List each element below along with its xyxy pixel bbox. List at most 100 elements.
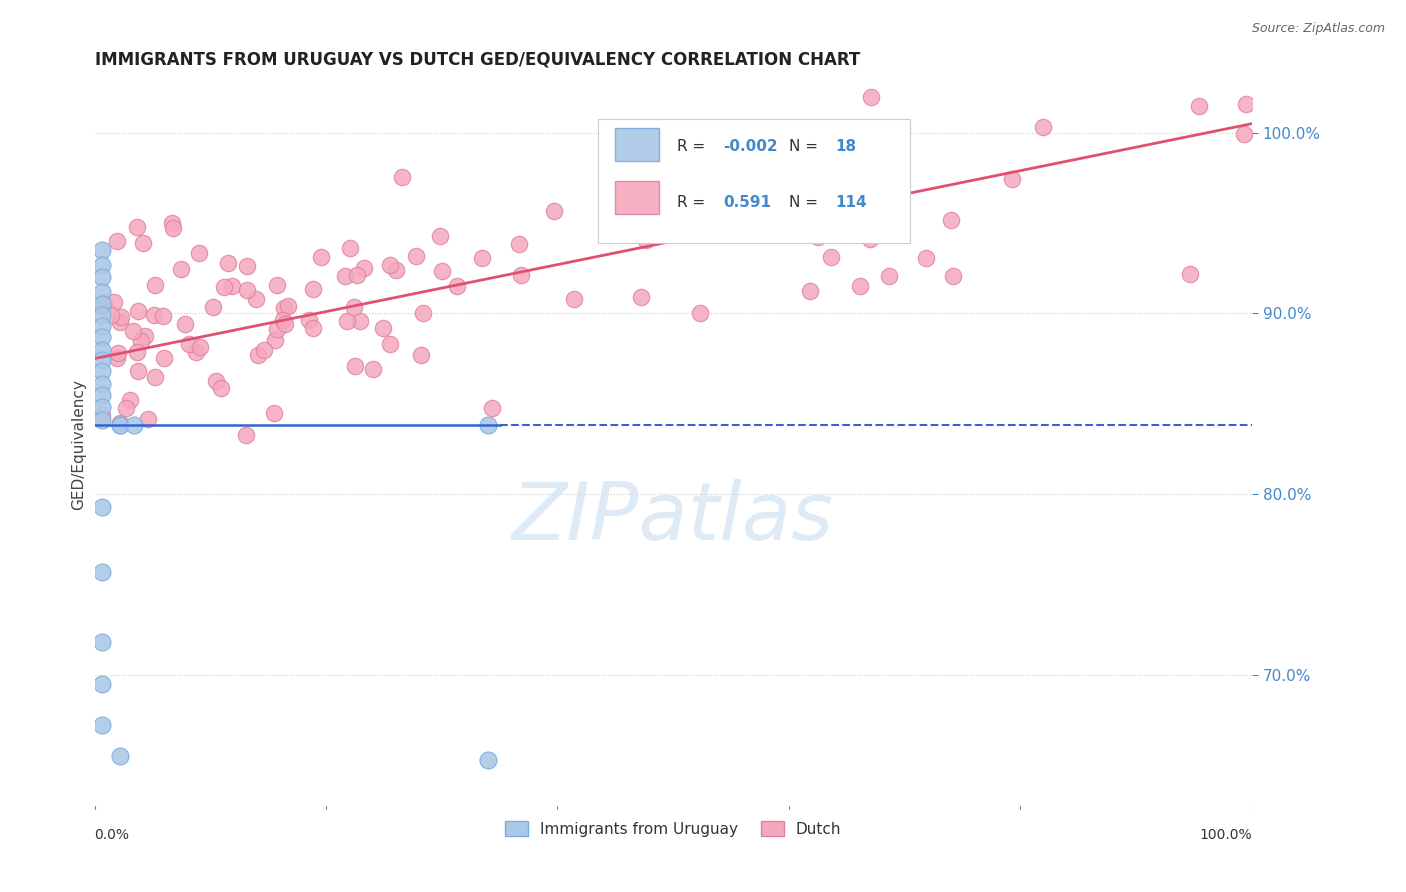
- Point: [125, 220, 148, 235]
- Point: [90, 297, 112, 311]
- Point: [689, 306, 711, 320]
- Point: [845, 124, 868, 138]
- Point: [385, 263, 408, 277]
- Text: IMMIGRANTS FROM URUGUAY VS DUTCH GED/EQUIVALENCY CORRELATION CHART: IMMIGRANTS FROM URUGUAY VS DUTCH GED/EQU…: [94, 51, 860, 69]
- Point: [343, 300, 366, 314]
- Text: -0.002: -0.002: [723, 139, 778, 154]
- Point: [90, 401, 112, 415]
- Point: [273, 301, 295, 315]
- Point: [90, 408, 112, 422]
- Point: [378, 258, 401, 272]
- Point: [336, 314, 359, 328]
- Point: [253, 343, 276, 358]
- Point: [217, 256, 239, 270]
- Point: [246, 348, 269, 362]
- Point: [877, 269, 900, 284]
- Point: [647, 202, 669, 217]
- Point: [205, 375, 228, 389]
- Point: [620, 194, 643, 208]
- Text: 0.0%: 0.0%: [94, 829, 129, 842]
- Point: [1178, 268, 1201, 282]
- Point: [209, 382, 232, 396]
- Point: [129, 334, 152, 348]
- Point: [90, 565, 112, 579]
- Point: [132, 235, 155, 250]
- Text: 100.0%: 100.0%: [1199, 829, 1251, 842]
- Text: 0.591: 0.591: [723, 195, 770, 211]
- Point: [90, 343, 112, 357]
- Point: [477, 753, 499, 767]
- Point: [263, 333, 285, 347]
- Point: [108, 418, 131, 433]
- Point: [378, 337, 401, 351]
- Point: [90, 364, 112, 378]
- Point: [343, 359, 366, 373]
- Point: [562, 293, 585, 307]
- Point: [108, 315, 131, 329]
- Text: 18: 18: [835, 139, 856, 154]
- Point: [93, 295, 115, 310]
- Text: R =: R =: [676, 195, 710, 211]
- Point: [412, 305, 434, 319]
- Point: [235, 427, 257, 442]
- Point: [599, 208, 621, 222]
- Point: [630, 290, 652, 304]
- Point: [263, 406, 285, 420]
- Point: [142, 308, 165, 322]
- Point: [361, 362, 384, 376]
- Point: [779, 209, 801, 223]
- Text: Source: ZipAtlas.com: Source: ZipAtlas.com: [1251, 22, 1385, 36]
- Point: [170, 261, 193, 276]
- Point: [302, 321, 325, 335]
- Point: [508, 237, 530, 252]
- Point: [803, 218, 825, 232]
- Point: [90, 319, 112, 334]
- Point: [202, 300, 225, 314]
- Point: [941, 213, 963, 227]
- Point: [346, 268, 368, 283]
- Point: [153, 351, 176, 366]
- Point: [807, 230, 830, 244]
- Point: [136, 411, 159, 425]
- Point: [188, 340, 211, 354]
- Point: [108, 418, 131, 433]
- Point: [820, 250, 842, 264]
- Point: [90, 376, 112, 391]
- Point: [90, 308, 112, 322]
- FancyBboxPatch shape: [616, 128, 659, 161]
- Point: [100, 309, 122, 323]
- Point: [942, 269, 965, 284]
- Point: [107, 346, 129, 360]
- Point: [349, 314, 371, 328]
- Point: [236, 283, 259, 297]
- Point: [90, 413, 112, 427]
- Point: [391, 170, 413, 185]
- Text: ZIPatlas: ZIPatlas: [512, 478, 834, 557]
- FancyBboxPatch shape: [616, 181, 659, 214]
- Point: [636, 233, 658, 247]
- Point: [134, 329, 156, 343]
- Point: [1233, 127, 1256, 141]
- Point: [89, 299, 111, 313]
- Point: [1032, 120, 1054, 135]
- Point: [266, 322, 288, 336]
- Point: [221, 278, 243, 293]
- Point: [120, 392, 142, 407]
- Point: [298, 312, 321, 326]
- Point: [90, 285, 112, 299]
- Point: [810, 190, 832, 204]
- Point: [125, 345, 148, 359]
- Point: [335, 269, 357, 284]
- Point: [110, 310, 132, 324]
- Point: [187, 246, 209, 260]
- Point: [799, 285, 821, 299]
- Point: [339, 241, 361, 255]
- Point: [831, 215, 853, 229]
- Point: [481, 401, 503, 415]
- Point: [373, 321, 395, 335]
- Point: [90, 243, 112, 257]
- Point: [90, 270, 112, 285]
- Point: [174, 318, 197, 332]
- Point: [271, 313, 294, 327]
- Point: [103, 295, 125, 310]
